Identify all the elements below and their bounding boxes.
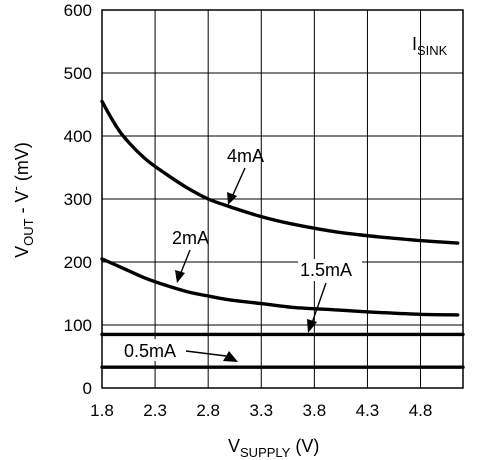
annotation-0-5ma: 0.5mA [121, 339, 238, 362]
y-tick-label: 100 [64, 316, 92, 335]
annotation-2ma: 2mA [172, 228, 209, 283]
x-axis-label: VSUPPLY (V) [228, 436, 319, 460]
y-axis-label: VOUT - V- (mV) [8, 142, 36, 258]
y-axis-label-unit: (mV) [12, 142, 32, 186]
x-tick-label: 2.3 [143, 401, 167, 420]
legend-title-sub: SINK [417, 43, 448, 58]
label-0-5ma-bg [121, 339, 183, 361]
x-tick-label: 2.8 [196, 401, 220, 420]
plot-frame [101, 9, 464, 389]
arrow-4ma-line [231, 167, 246, 198]
tick-labels: 1.8 2.3 2.8 3.3 3.8 4.3 4.8 0 100 200 300 400 500 600 [64, 1, 433, 420]
annotation-4ma: 4mA [227, 146, 264, 205]
x-tick-label: 4.3 [356, 401, 380, 420]
series-label-2ma: 2mA [172, 228, 209, 248]
annotation-1-5ma: 1.5mA [298, 259, 362, 333]
x-tick-label: 3.8 [303, 401, 327, 420]
series-label-1-5ma: 1.5mA [300, 260, 352, 280]
series-line-2ma [100, 257, 460, 317]
y-axis-label-sub: OUT [21, 218, 36, 246]
y-tick-label: 0 [83, 379, 92, 398]
y-tick-label: 300 [64, 190, 92, 209]
y-axis-label-sup: - [8, 186, 23, 190]
legend-title-main: I [412, 34, 417, 54]
arrow-0-5ma-head [223, 351, 238, 362]
x-axis-label-sub: SUPPLY [240, 445, 291, 460]
legend-title: ISINK [412, 34, 448, 58]
x-axis-label-main: V [228, 436, 240, 456]
y-tick-label: 400 [64, 127, 92, 146]
arrow-4ma-head [227, 192, 237, 205]
arrow-2ma-head [175, 270, 185, 283]
arrow-1-5ma-head [307, 319, 317, 333]
x-tick-label: 3.3 [249, 401, 273, 420]
series-label-4ma: 4mA [227, 146, 264, 166]
x-tick-label: 4.8 [409, 401, 433, 420]
label-1-5ma-bg [298, 259, 362, 281]
arrow-1-5ma-line [311, 282, 327, 324]
series-line-4ma [100, 99, 460, 245]
y-tick-label: 600 [64, 1, 92, 20]
series-lines [100, 99, 465, 369]
y-tick-label: 500 [64, 64, 92, 83]
y-axis-label-main: V [12, 246, 32, 258]
arrow-2ma-line [179, 249, 191, 276]
y-tick-label: 200 [64, 253, 92, 272]
x-tick-label: 1.8 [90, 401, 114, 420]
x-axis-label-unit: (V) [290, 436, 319, 456]
series-label-0-5ma: 0.5mA [124, 341, 176, 361]
y-axis-label-mid: - V [12, 190, 32, 218]
arrow-0-5ma-line [185, 350, 227, 357]
